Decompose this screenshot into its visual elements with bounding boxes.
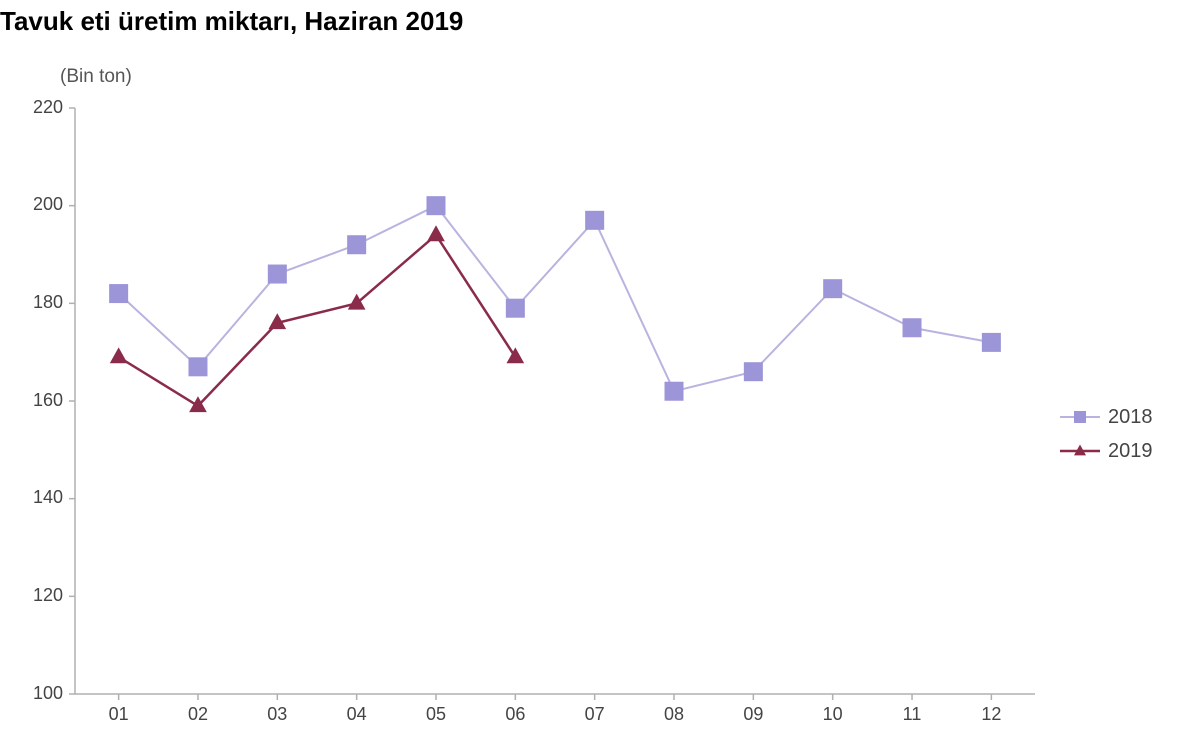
x-tick-label: 06 xyxy=(495,704,535,725)
x-tick-label: 11 xyxy=(892,704,932,725)
x-tick-label: 05 xyxy=(416,704,456,725)
x-tick-label: 04 xyxy=(337,704,377,725)
chart-legend: 2018 2019 xyxy=(1060,400,1153,468)
x-tick-label: 12 xyxy=(971,704,1011,725)
y-axis-unit-label: (Bin ton) xyxy=(60,66,132,88)
chart-title: Tavuk eti üretim miktarı, Haziran 2019 xyxy=(0,6,463,37)
x-tick-label: 10 xyxy=(813,704,853,725)
legend-item: 2019 xyxy=(1060,434,1153,468)
x-tick-label: 09 xyxy=(733,704,773,725)
y-tick-label: 180 xyxy=(33,292,63,313)
x-tick-label: 02 xyxy=(178,704,218,725)
y-tick-label: 140 xyxy=(33,487,63,508)
x-tick-label: 01 xyxy=(99,704,139,725)
y-tick-label: 100 xyxy=(33,683,63,704)
y-tick-label: 220 xyxy=(33,97,63,118)
legend-label: 2019 xyxy=(1108,440,1153,463)
x-tick-label: 03 xyxy=(257,704,297,725)
y-tick-label: 200 xyxy=(33,194,63,215)
x-tick-label: 07 xyxy=(575,704,615,725)
chart-plot xyxy=(55,88,1115,734)
y-tick-label: 160 xyxy=(33,390,63,411)
legend-item: 2018 xyxy=(1060,400,1153,434)
y-tick-label: 120 xyxy=(33,585,63,606)
legend-label: 2018 xyxy=(1108,406,1153,429)
x-tick-label: 08 xyxy=(654,704,694,725)
